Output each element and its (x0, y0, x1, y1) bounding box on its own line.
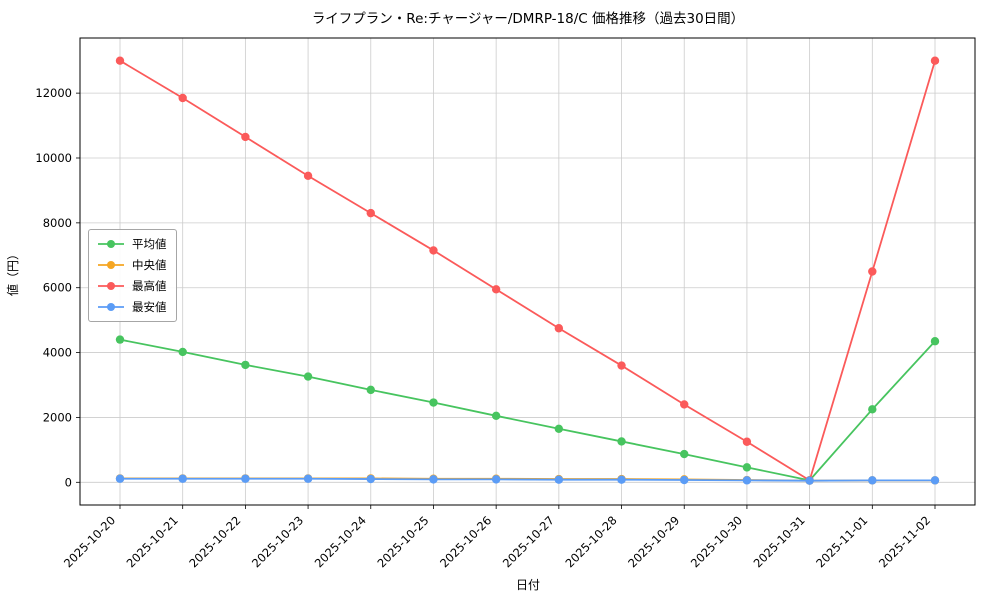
data-point (930, 337, 940, 346)
data-point (241, 132, 250, 142)
x-tick-label: 2025-10-24 (312, 513, 369, 570)
plot-frame (79, 37, 976, 506)
data-point (554, 475, 564, 484)
data-point (303, 474, 313, 483)
data-point (680, 400, 689, 409)
x-tick-label: 2025-10-20 (61, 513, 118, 570)
data-point (868, 476, 877, 485)
data-point (303, 372, 313, 381)
data-point (241, 360, 250, 370)
x-tick-label: 2025-10-30 (688, 513, 745, 570)
data-point (429, 246, 438, 255)
legend-item-1: 中央値 (96, 257, 167, 273)
data-point (115, 335, 125, 344)
x-tick-label: 2025-10-22 (186, 513, 243, 570)
x-tick-label: 2025-10-26 (437, 513, 494, 570)
data-point (366, 208, 375, 218)
data-point (429, 398, 438, 407)
legend-marker-icon (98, 303, 124, 311)
chart-title: ライフプラン・Re:チャージャー/DMRP-18/C 価格推移（過去30日間） (312, 11, 744, 27)
data-point (178, 93, 187, 103)
data-point (491, 475, 501, 484)
data-point (241, 474, 250, 483)
x-tick-label: 2025-11-01 (813, 513, 870, 570)
y-tick-label: 2000 (43, 410, 72, 424)
legend-item-label: 最安値 (132, 300, 167, 314)
data-point (742, 463, 752, 472)
data-point (366, 474, 375, 484)
data-point (742, 437, 752, 446)
legend-item-label: 最高値 (132, 279, 167, 293)
data-point (930, 56, 940, 65)
data-point (617, 361, 626, 370)
data-point (617, 437, 626, 446)
data-point (868, 267, 877, 276)
data-point (115, 56, 125, 65)
data-point (303, 171, 313, 181)
data-point (491, 411, 501, 421)
y-tick-label: 8000 (43, 216, 72, 230)
legend: 平均値中央値最高値最安値 (88, 229, 177, 322)
data-point (178, 474, 187, 483)
data-point (115, 474, 125, 483)
series-line (119, 338, 936, 482)
data-point (554, 324, 564, 333)
y-tick-label: 4000 (43, 346, 72, 360)
legend-marker-icon (98, 240, 124, 248)
legend-item-3: 最安値 (96, 299, 167, 315)
series-line (119, 59, 936, 482)
series-line (120, 477, 935, 482)
x-axis-label: 日付 (516, 578, 540, 592)
data-point (742, 476, 752, 485)
x-tick-label: 2025-11-02 (876, 513, 933, 570)
data-point (617, 475, 626, 484)
x-tick-label: 2025-10-21 (124, 513, 181, 570)
x-tick-label: 2025-10-29 (625, 513, 682, 570)
y-tick-label: 10000 (35, 151, 72, 165)
data-point (805, 476, 814, 485)
data-point (554, 424, 564, 433)
x-tick-label: 2025-10-27 (500, 513, 557, 570)
legend-marker-icon (98, 261, 124, 269)
legend-item-0: 平均値 (96, 236, 167, 252)
y-axis-label: 値（円） (5, 248, 20, 296)
data-point (680, 449, 689, 459)
data-point (930, 476, 940, 485)
data-point (178, 347, 187, 357)
x-tick-label: 2025-10-25 (374, 513, 431, 570)
y-tick-label: 12000 (35, 86, 72, 100)
legend-item-label: 中央値 (132, 258, 167, 272)
x-tick-label: 2025-10-28 (562, 513, 619, 570)
legend-marker-icon (98, 282, 124, 290)
y-tick-label: 6000 (43, 281, 72, 295)
y-tick-label: 0 (65, 475, 72, 489)
x-tick-label: 2025-10-23 (249, 513, 306, 570)
legend-item-label: 平均値 (132, 237, 167, 251)
data-point (429, 475, 438, 484)
legend-item-2: 最高値 (96, 278, 167, 294)
x-tick-label: 2025-10-31 (751, 513, 808, 570)
data-point (680, 475, 689, 485)
data-point (366, 385, 375, 395)
data-point (868, 405, 877, 414)
data-point (491, 285, 501, 294)
